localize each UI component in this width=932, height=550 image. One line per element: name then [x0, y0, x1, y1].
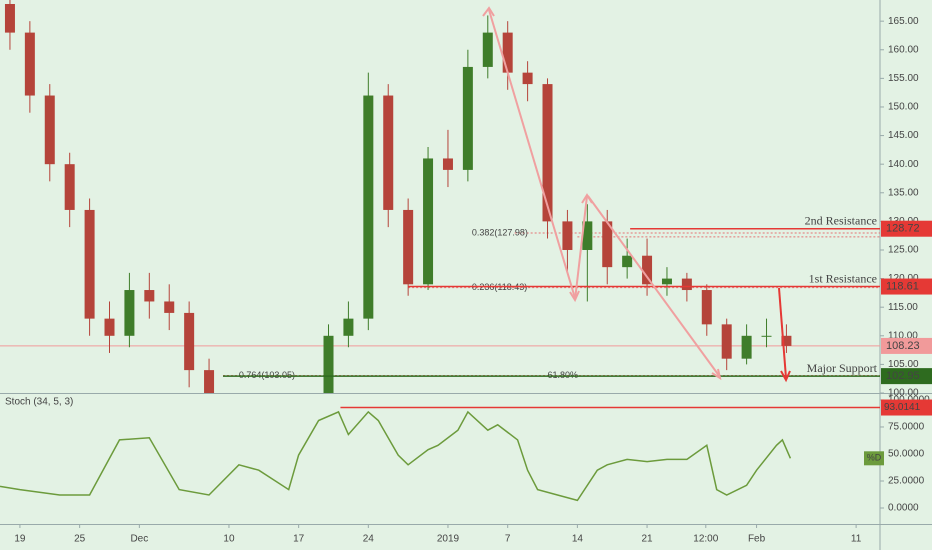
candle-body — [761, 335, 772, 337]
y-tick-label: 105.00 — [888, 359, 919, 370]
arrow — [587, 195, 721, 378]
y-tick-label: 140.00 — [888, 159, 919, 170]
candle-body — [661, 278, 672, 285]
x-tick-label: 10 — [223, 534, 235, 545]
candle-body — [24, 32, 35, 96]
candle-body — [562, 221, 573, 250]
y-tick-label: 75.0000 — [888, 422, 925, 433]
candle-body — [781, 335, 792, 346]
price-tag-label: 118.61 — [886, 280, 919, 292]
arrow-head — [780, 370, 791, 383]
x-tick-label: 24 — [363, 534, 375, 545]
candle-body — [442, 158, 453, 170]
y-tick-label: 155.00 — [888, 73, 919, 84]
x-tick-label: 12:00 — [693, 534, 718, 545]
candle-body — [542, 84, 553, 222]
candle-body — [502, 32, 513, 73]
y-tick-label: 165.00 — [888, 16, 919, 27]
candle-body — [343, 318, 354, 336]
y-tick-label: 145.00 — [888, 130, 919, 141]
x-tick-label: 11 — [851, 534, 862, 545]
price-tag — [881, 220, 932, 237]
candle-body — [681, 278, 692, 291]
y-tick-label: 150.00 — [888, 102, 919, 113]
x-tick-label: 14 — [572, 534, 584, 545]
candle-body — [462, 66, 473, 170]
candle-body — [84, 209, 95, 319]
candle-body — [602, 221, 613, 268]
candle-body — [721, 324, 732, 359]
arrow — [778, 287, 787, 379]
candle-body — [522, 72, 533, 85]
candle-body — [423, 158, 434, 285]
y-tick-label: 110.00 — [888, 330, 918, 341]
candle-body — [4, 4, 15, 33]
trend-arrows — [482, 6, 722, 381]
arrow-head — [711, 368, 722, 381]
stoch-panel — [0, 406, 880, 502]
candle-body — [184, 312, 195, 371]
price-tag-label: 102.95 — [886, 370, 920, 382]
candle-body — [64, 164, 75, 210]
forecast-arrow — [778, 287, 791, 383]
arrow-head — [482, 6, 495, 17]
candle-body — [164, 301, 175, 313]
annotation: 61.80% — [548, 370, 579, 380]
x-tick-label: 25 — [74, 534, 86, 545]
fib-label: 0.764(103.05) — [239, 370, 295, 380]
x-tick-label: 21 — [641, 534, 653, 545]
candle-body — [482, 32, 493, 67]
price-tag-label: 93.0141 — [884, 402, 921, 413]
x-tick-label: 2019 — [437, 534, 460, 545]
candle-body — [741, 335, 752, 359]
y-tick-label: 25.0000 — [888, 476, 925, 487]
y-tick-label: 50.0000 — [888, 449, 925, 460]
axes: 100.00105.00110.00115.00120.00125.00130.… — [14, 16, 932, 545]
x-tick-label: Feb — [748, 534, 766, 545]
candle-body — [44, 95, 55, 165]
arrow — [488, 9, 576, 299]
y-tick-label: 135.00 — [888, 187, 919, 198]
candle-body — [582, 221, 593, 250]
arrow — [574, 195, 588, 301]
stoch-line — [0, 410, 792, 502]
legend-label: %D — [867, 453, 882, 463]
y-tick-label: 100.00 — [888, 388, 919, 399]
y-tick-label: 160.00 — [888, 44, 919, 55]
price-tag-label: 108.23 — [886, 340, 920, 352]
price-tag — [881, 399, 932, 416]
candle-body — [144, 290, 155, 302]
candle-body — [323, 335, 334, 393]
fib-label: 0.382(127.98) — [472, 227, 528, 237]
y-tick-label: 125.00 — [888, 245, 919, 256]
candle-body — [701, 290, 712, 325]
y-tick-label: 0.0000 — [888, 503, 919, 514]
level-label: Major Support — [807, 361, 878, 375]
legend-tag — [864, 451, 884, 466]
candle-body — [124, 290, 135, 336]
x-tick-label: Dec — [130, 534, 148, 545]
indicator-title: Stoch (34, 5, 3) — [5, 397, 73, 408]
price-tag-label: 128.72 — [886, 223, 920, 235]
candle-body — [622, 255, 633, 268]
price-tag — [881, 337, 932, 354]
level-label: 2nd Resistance — [805, 213, 877, 227]
x-tick-label: 17 — [293, 534, 305, 545]
candle-body — [363, 95, 374, 319]
level-label: 1st Resistance — [809, 271, 877, 285]
candle-body — [383, 95, 394, 210]
price-tag — [881, 278, 932, 295]
price-panel: 0.382(127.98)0.236(118.43)0.764(103.05) 6… — [0, 0, 880, 393]
candle-body — [104, 318, 115, 336]
x-tick-label: 7 — [505, 534, 511, 545]
candle-body — [403, 209, 414, 285]
candle-body — [642, 255, 653, 285]
candle-body — [204, 370, 215, 393]
y-tick-label: 115.00 — [888, 302, 918, 313]
price-tag — [881, 368, 932, 385]
x-tick-label: 19 — [14, 534, 26, 545]
